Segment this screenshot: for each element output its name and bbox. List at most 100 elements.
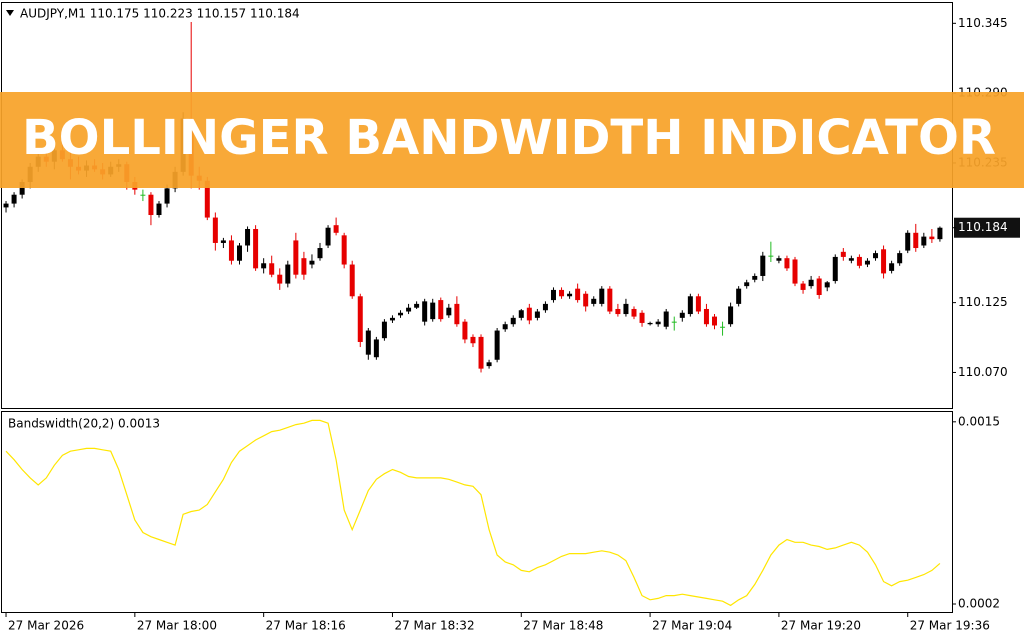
candle-body <box>599 288 605 304</box>
candle-body <box>228 240 234 261</box>
candle-body <box>19 182 25 195</box>
x-tick-label: 27 Mar 18:00 <box>137 619 217 633</box>
candle-body <box>929 236 935 240</box>
main-panel <box>1 2 953 409</box>
candle-body <box>204 180 210 218</box>
candle-body <box>446 307 452 316</box>
candle-body <box>11 194 17 204</box>
candle-body <box>913 232 919 249</box>
candle-body <box>873 253 879 259</box>
candle-body <box>430 302 436 320</box>
candle-body <box>848 258 854 261</box>
candle-body <box>542 303 548 311</box>
bandwidth-line <box>5 419 941 607</box>
y-tick-label: 0.0002 <box>958 597 1000 611</box>
candle-body <box>365 330 371 355</box>
candle-body <box>317 248 323 259</box>
candle-body <box>832 256 838 282</box>
candle-body <box>220 240 226 243</box>
candle-body <box>373 339 379 358</box>
candle-body <box>398 312 404 316</box>
candle-body <box>518 310 524 318</box>
candle-body <box>406 307 412 312</box>
candle-body <box>381 321 387 339</box>
candle-body <box>760 255 766 276</box>
candle-body <box>422 301 428 322</box>
candle-body <box>631 308 637 317</box>
candle-body <box>615 308 621 315</box>
candle-body <box>687 296 693 315</box>
candle-body <box>309 260 315 265</box>
candle-body <box>237 245 242 261</box>
y-tick-label: 110.125 <box>958 295 1008 309</box>
banner <box>0 92 1024 188</box>
banner-group: BOLLINGER BANDWIDTH INDICATOR <box>0 92 1024 188</box>
candle-body <box>486 362 492 367</box>
candle-body <box>534 311 540 318</box>
candle-body <box>881 249 887 274</box>
candle-body <box>502 324 508 330</box>
x-tick-label: 27 Mar 18:16 <box>266 619 346 633</box>
last-price-box <box>954 217 1020 238</box>
candle-body <box>583 293 589 307</box>
candle-body <box>591 298 597 304</box>
candle-body <box>438 300 444 320</box>
candle-body <box>510 317 516 325</box>
candle-body <box>679 312 685 318</box>
candle-body <box>285 264 291 284</box>
candle-body <box>140 194 146 196</box>
candle-body <box>148 194 154 216</box>
candle-body <box>728 306 734 325</box>
candle-body <box>333 225 339 233</box>
candle-body <box>744 282 750 287</box>
candle-body <box>856 256 862 266</box>
candle-body <box>526 307 532 321</box>
candle-body <box>792 259 798 284</box>
candle-body <box>800 283 806 290</box>
candle-body <box>655 321 661 325</box>
candle-body <box>671 321 677 323</box>
candle-body <box>212 217 218 243</box>
candle-body <box>623 303 629 315</box>
x-tick-label: 27 Mar 19:04 <box>652 619 732 633</box>
x-tick-label: 27 Mar 19:36 <box>910 619 990 633</box>
candle-body <box>478 336 484 369</box>
candle-body <box>245 228 251 246</box>
candle-body <box>3 203 9 208</box>
candle-body <box>736 288 742 304</box>
candle-body <box>905 232 911 251</box>
y-tick-label: 110.345 <box>958 16 1008 30</box>
candle-body <box>607 288 613 312</box>
candle-body <box>824 282 830 288</box>
banner-text: BOLLINGER BANDWIDTH INDICATOR <box>22 110 996 166</box>
candle-body <box>349 264 355 297</box>
x-tick-label: 27 Mar 18:48 <box>523 619 603 633</box>
y-tick-label: 110.070 <box>958 365 1008 379</box>
candle-body <box>575 288 581 301</box>
candle-body <box>712 316 717 326</box>
candle-body <box>816 278 822 296</box>
candle-body <box>897 253 903 264</box>
indicator-title: Bandswidth(20,2) 0.0013 <box>8 417 160 431</box>
candle-body <box>357 296 363 342</box>
candle-body <box>454 303 460 325</box>
x-tick-label: 27 Mar 18:32 <box>394 619 474 633</box>
candle-body <box>567 293 573 297</box>
chart-title: AUDJPY,M1 110.175 110.223 110.157 110.18… <box>20 7 300 21</box>
candle-body <box>639 312 645 323</box>
candle-body <box>921 236 927 246</box>
candle-body <box>494 330 500 360</box>
candle-body <box>269 263 275 275</box>
candle-body <box>703 308 709 325</box>
candle-body <box>720 326 726 328</box>
indicator-panel <box>1 411 953 613</box>
candle-body <box>559 289 565 297</box>
candle-body <box>156 203 162 216</box>
candle-body <box>776 258 782 261</box>
candle-body <box>253 228 259 269</box>
candle-body <box>937 227 943 240</box>
candle-body <box>840 251 846 257</box>
x-tick-label: 27 Mar 2026 <box>8 619 84 633</box>
